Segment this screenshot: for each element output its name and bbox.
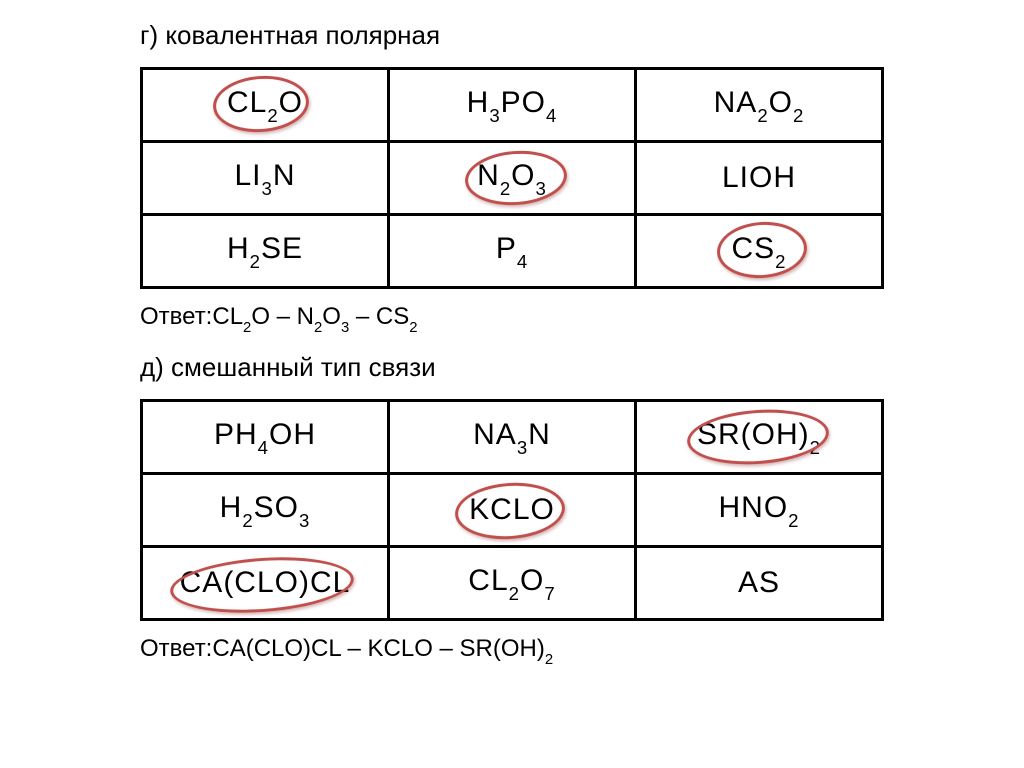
formula: KCLO — [469, 493, 555, 527]
table-cell: LI3N — [142, 142, 389, 215]
formula: CA(CLO)CL — [180, 566, 351, 600]
table-cell: N2O3 — [389, 142, 636, 215]
formula: SR(OH)2 — [697, 418, 821, 456]
answer-prefix: Ответ: — [140, 303, 212, 330]
table-cell: HNO2 — [636, 473, 883, 546]
highlight-ring — [211, 73, 311, 136]
formula: CL2O — [227, 86, 303, 124]
table-row: H2SO3 KCLO HNO2 — [142, 473, 883, 546]
table-row: CA(CLO)CL CL2O7 AS — [142, 546, 883, 619]
formula: NA2O2 — [714, 86, 805, 124]
answer-body: CL2O – N2O3 – CS2 — [212, 303, 417, 330]
section2-answer: Ответ:CA(CLO)CL – KCLO – SR(OH)2 — [140, 635, 884, 666]
formula: LI3N — [234, 159, 295, 197]
formula: AS — [738, 566, 780, 600]
table-row: H2SE P4 CS2 — [142, 215, 883, 288]
highlight-ring — [685, 405, 830, 469]
table-cell: CL2O — [142, 69, 389, 142]
table-cell: KCLO — [389, 473, 636, 546]
formula: H3PO4 — [467, 86, 558, 124]
formula: NA3N — [473, 418, 551, 456]
formula: N2O3 — [477, 159, 547, 197]
formula: H2SE — [227, 232, 303, 270]
table-cell: SR(OH)2 — [636, 400, 883, 473]
formula: LIOH — [722, 161, 796, 195]
section1-answer: Ответ:CL2O – N2O3 – CS2 — [140, 303, 884, 334]
page-content: г) ковалентная полярная CL2O H3PO4 NA2O2 LI… — [0, 0, 1024, 666]
section2-table: PH4OH NA3N SR(OH)2 H2SO3 KCLO HNO2 CA(CLO)CL CL… — [140, 399, 884, 621]
section1-heading: г) ковалентная полярная — [140, 20, 884, 51]
formula: P4 — [496, 232, 528, 270]
table-cell: CA(CLO)CL — [142, 546, 389, 619]
highlight-ring — [716, 219, 810, 281]
answer-prefix: Ответ: — [140, 635, 212, 662]
formula: CL2O7 — [468, 564, 555, 602]
formula: H2SO3 — [220, 491, 311, 529]
table-cell: CS2 — [636, 215, 883, 288]
formula: HNO2 — [718, 491, 799, 529]
highlight-ring — [453, 479, 567, 543]
table-cell: NA3N — [389, 400, 636, 473]
table-cell: H3PO4 — [389, 69, 636, 142]
formula: CS2 — [731, 232, 786, 270]
table-cell: H2SO3 — [142, 473, 389, 546]
formula: PH4OH — [214, 418, 316, 456]
highlight-ring — [463, 148, 569, 209]
table-cell: CL2O7 — [389, 546, 636, 619]
answer-body: CA(CLO)CL – KCLO – SR(OH)2 — [212, 635, 553, 662]
table-row: PH4OH NA3N SR(OH)2 — [142, 400, 883, 473]
table-cell: LIOH — [636, 142, 883, 215]
section2-heading: д) смешанный тип связи — [140, 352, 884, 383]
table-cell: P4 — [389, 215, 636, 288]
table-row: LI3N N2O3 LIOH — [142, 142, 883, 215]
table-cell: NA2O2 — [636, 69, 883, 142]
section1-table: CL2O H3PO4 NA2O2 LI3N N2O3 LIOH H2SE P4 CS2 — [140, 67, 884, 289]
table-cell: H2SE — [142, 215, 389, 288]
highlight-ring — [168, 551, 355, 618]
table-cell: AS — [636, 546, 883, 619]
table-cell: PH4OH — [142, 400, 389, 473]
table-row: CL2O H3PO4 NA2O2 — [142, 69, 883, 142]
